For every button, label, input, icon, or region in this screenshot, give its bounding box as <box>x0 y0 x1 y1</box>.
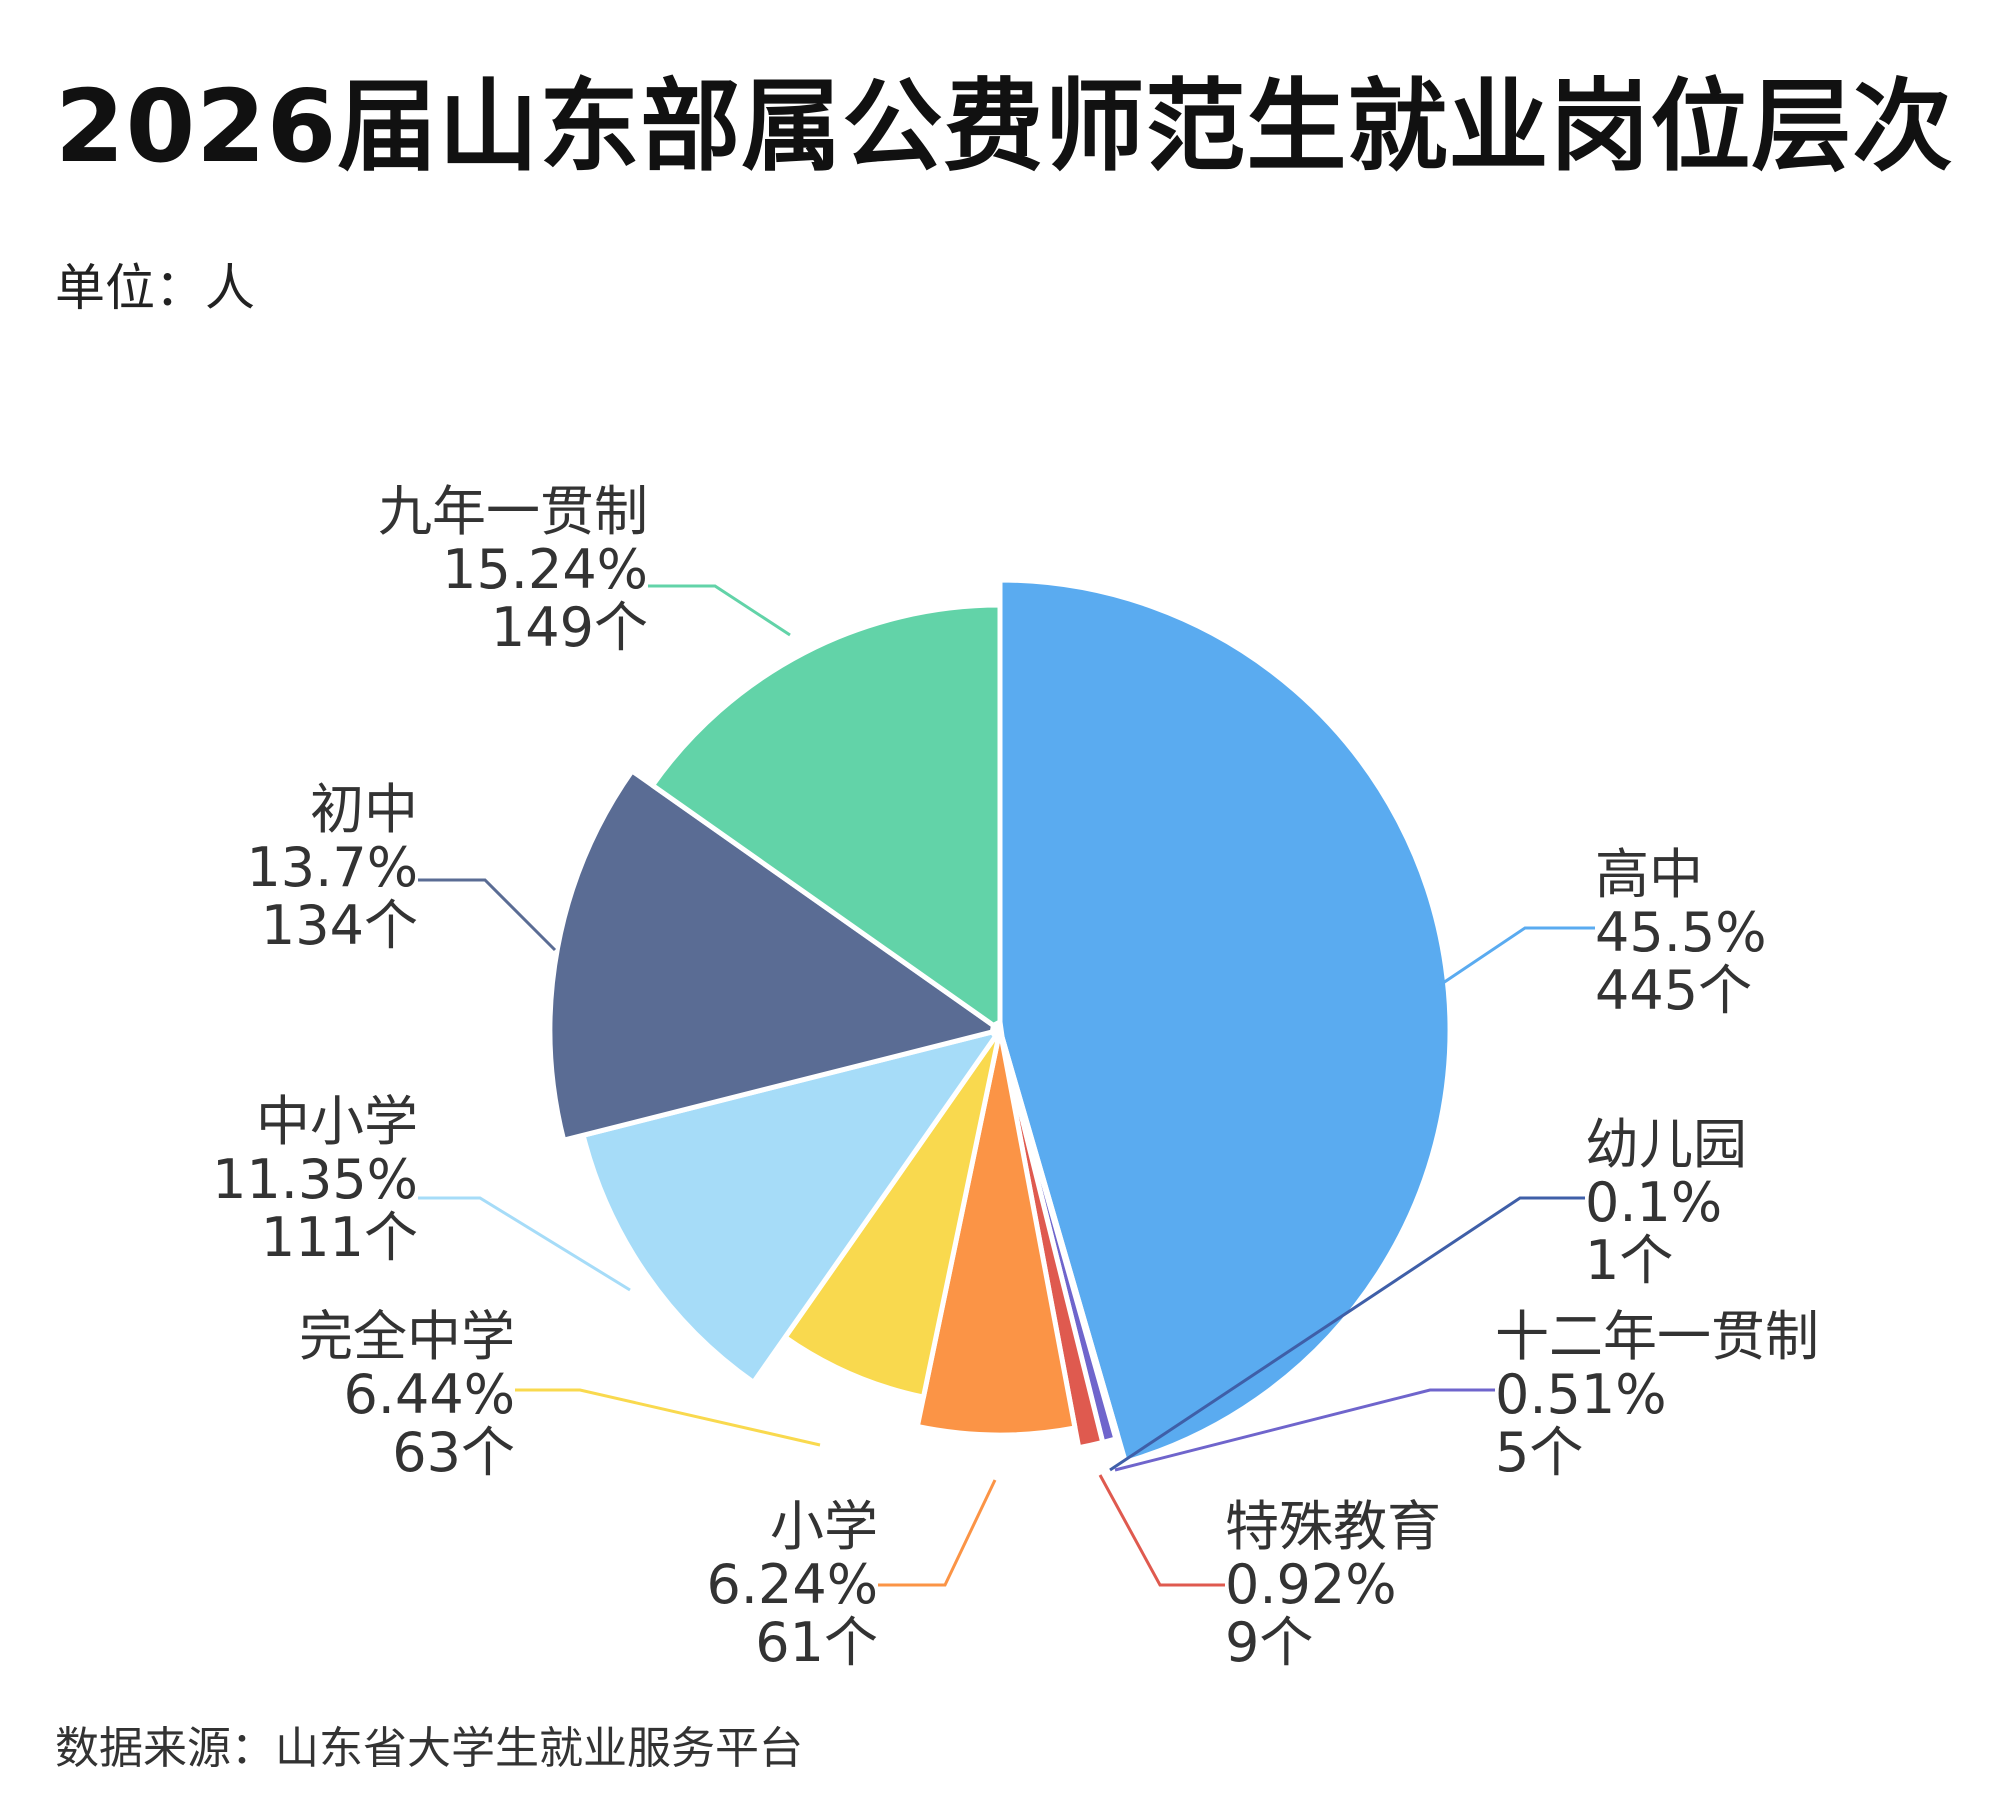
unit-label: 单位：人 <box>55 259 255 317</box>
slice-label-name-6: 完全中学 <box>299 1305 515 1368</box>
slice-label-percent-4: 0.92% <box>1225 1553 1397 1616</box>
pie-slice-1 <box>997 577 1453 1465</box>
slice-label-count-8: 134个 <box>261 894 418 957</box>
slice-label-percent-2: 0.1% <box>1585 1171 1722 1234</box>
chart-title: 2026届山东部属公费师范生就业岗位层次 <box>55 68 1954 185</box>
pie-slices <box>547 577 1453 1465</box>
slice-label-count-6: 63个 <box>392 1421 515 1484</box>
slice-label-count-3: 5个 <box>1495 1421 1583 1484</box>
leader-line-3 <box>1114 1388 1495 1472</box>
slice-label-percent-1: 45.5% <box>1595 901 1767 964</box>
pie-slice-9 <box>650 602 1003 1028</box>
slice-label-name-2: 幼儿园 <box>1585 1113 1747 1176</box>
slice-label-percent-5: 6.24% <box>706 1553 878 1616</box>
pie-slice-7 <box>580 1029 998 1385</box>
slice-label-count-5: 61个 <box>755 1611 878 1674</box>
leader-line-4 <box>1098 1474 1225 1587</box>
slice-label-count-7: 111个 <box>261 1206 418 1269</box>
slice-label-name-7: 中小学 <box>256 1090 418 1153</box>
slice-label-name-5: 小学 <box>770 1495 878 1558</box>
slice-label-percent-3: 0.51% <box>1495 1363 1667 1426</box>
pie-slice-5 <box>914 1035 1078 1438</box>
leader-line-9 <box>648 584 791 637</box>
slice-label-count-1: 445个 <box>1595 959 1752 1022</box>
slice-label-count-2: 1个 <box>1585 1229 1673 1292</box>
leader-line-7 <box>418 1196 631 1292</box>
pie-slice-8 <box>547 768 996 1143</box>
slice-label-name-3: 十二年一贯制 <box>1495 1305 1819 1368</box>
slice-label-name-4: 特殊教育 <box>1225 1495 1441 1558</box>
leader-line-6 <box>515 1388 821 1447</box>
slice-label-count-4: 9个 <box>1225 1611 1313 1674</box>
slice-label-percent-7: 11.35% <box>212 1148 418 1211</box>
source-note: 数据来源：山东省大学生就业服务平台 <box>55 1723 803 1774</box>
pie-labels: 高中45.5%445个幼儿园0.1%1个十二年一贯制0.51%5个特殊教育0.9… <box>212 480 1819 1674</box>
leader-line-1 <box>1439 926 1595 987</box>
leader-line-2 <box>1109 1196 1585 1472</box>
slice-label-name-9: 九年一贯制 <box>378 480 648 543</box>
slice-label-name-1: 高中 <box>1595 843 1703 906</box>
slice-label-percent-6: 6.44% <box>343 1363 515 1426</box>
slice-label-name-8: 初中 <box>310 778 418 841</box>
leader-line-5 <box>878 1479 997 1587</box>
leader-line-8 <box>418 878 557 952</box>
slice-label-percent-8: 13.7% <box>246 836 418 899</box>
slice-label-count-9: 149个 <box>491 596 648 659</box>
slice-label-percent-9: 15.24% <box>442 538 648 601</box>
pie-leader-lines <box>418 584 1595 1587</box>
